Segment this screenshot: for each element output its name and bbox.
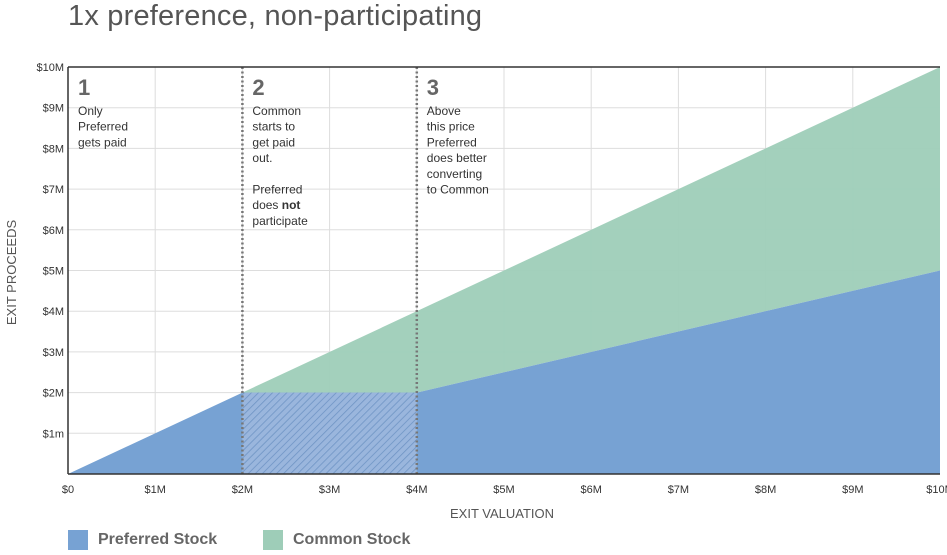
region-number: 3 [427,75,439,100]
region-note-line: starts to [252,120,295,134]
chart-title: 1x preference, non-participating [68,0,483,32]
x-tick-label: $1M [144,484,165,496]
areas [68,67,940,474]
y-tick-label: $5M [43,266,64,278]
x-tick-label: $4M [406,484,427,496]
x-tick-label: $3M [319,484,340,496]
region-note-line: gets paid [78,135,127,149]
region-note-line: this price [427,120,475,134]
y-tick-label: $9M [43,103,64,115]
region-number: 1 [78,75,90,100]
legend-label-common: Common Stock [293,531,411,548]
y-tick-label: $2M [43,388,64,400]
region-note-line: Only [78,104,103,118]
x-tick-label: $7M [668,484,689,496]
y-tick-label: $1m [43,428,64,440]
common-stock-area [68,67,940,474]
x-tick-label: $9M [842,484,863,496]
region-dividers [241,67,419,474]
legend-label-preferred: Preferred Stock [98,531,218,548]
x-tick-label: $0 [62,484,74,496]
x-tick-label: $6M [580,484,601,496]
y-tick-label: $3M [43,347,64,359]
region-note-line: Preferred [427,135,477,149]
region-note-line: Common [252,104,301,118]
legend-item-preferred: Preferred Stock [68,530,217,550]
x-tick-label: $10M [926,484,947,496]
y-tick-label: $6M [43,225,64,237]
y-tick-label: $8M [43,143,64,155]
region-note-line: Above [427,104,461,118]
exit-proceeds-chart: $0 $1M $2M $3M $4M $5M $6M $7M $8M $9M $10M $1m $2M $… [4,62,947,521]
y-tick-label: $10M [36,62,64,74]
legend-swatch-common [263,530,283,550]
region-note-line: does not [252,198,300,212]
x-tick-label: $2M [232,484,253,496]
region-number: 2 [252,75,264,100]
y-tick-label: $7M [43,184,64,196]
axes: $0 $1M $2M $3M $4M $5M $6M $7M $8M $9M $10M $1m $2M $… [4,62,947,521]
region-note-line: participate [252,214,308,228]
region-note-line: to Common [427,183,489,197]
region-note-line: Preferred [78,120,128,134]
y-axis-title: EXIT PROCEEDS [4,220,19,326]
x-tick-label: $8M [755,484,776,496]
x-tick-label: $5M [493,484,514,496]
region-note-line: does better [427,151,487,165]
legend-item-common: Common Stock [263,530,410,550]
region-note-line: converting [427,167,482,181]
y-tick-label: $4M [43,306,64,318]
x-axis-title: EXIT VALUATION [450,506,554,521]
hatched-preference-region [242,392,417,474]
region-note-line: out. [252,151,272,165]
legend-swatch-preferred [68,530,88,550]
region-note-line: Preferred [252,183,302,197]
region-note-line: get paid [252,135,295,149]
